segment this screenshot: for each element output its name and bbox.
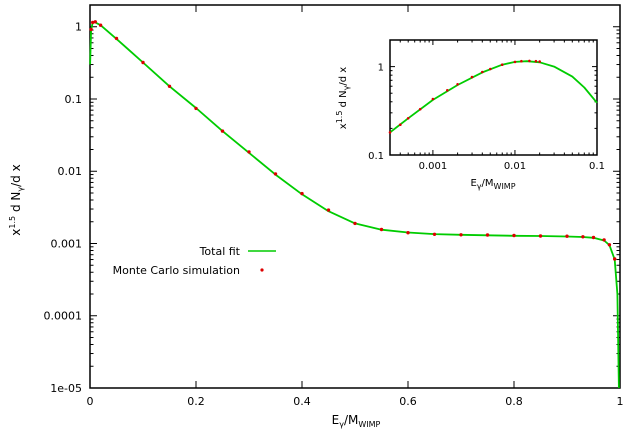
main-x-tick-label: 0.2 bbox=[187, 395, 205, 408]
main-mc-point bbox=[300, 191, 304, 196]
inset-plot-frame bbox=[389, 39, 598, 156]
inset-mc-point bbox=[534, 59, 538, 63]
main-mc-point bbox=[89, 27, 93, 32]
inset-mc-point bbox=[388, 131, 392, 134]
inset-mc-point bbox=[456, 83, 459, 86]
inset-mc-point bbox=[399, 123, 402, 126]
inset-x-tick-label: 0.1 bbox=[589, 161, 605, 172]
main-mc-point bbox=[613, 257, 617, 261]
inset-y-tick-label: 1 bbox=[378, 63, 384, 74]
inset-y-tick-label: 0.1 bbox=[368, 151, 384, 162]
inset-mc-point bbox=[528, 59, 531, 63]
main-fit-series bbox=[89, 21, 620, 389]
main-mc-point bbox=[406, 231, 410, 235]
main-ticks: 0 0.2 0.4 0.6 0.8 1 1e-05 0.0001 0.001 0.01 0.1 1 bbox=[44, 5, 623, 408]
inset-x-tick-label: 0.01 bbox=[504, 161, 526, 172]
inset-monte-carlo-series bbox=[388, 59, 541, 134]
legend-label-monte-carlo: Monte Carlo simulation bbox=[113, 264, 240, 277]
main-y-tick-label: 0.01 bbox=[58, 165, 83, 178]
main-mc-point bbox=[326, 208, 331, 212]
main-mc-point bbox=[602, 238, 606, 242]
main-mc-point bbox=[379, 227, 384, 232]
inset-x-axis-title: Eγ/MWIMP bbox=[470, 178, 515, 191]
main-mc-point bbox=[432, 232, 437, 236]
main-x-tick-label: 1 bbox=[617, 395, 623, 408]
inset-mc-point bbox=[418, 107, 422, 111]
inset-mc-point bbox=[520, 59, 523, 63]
inset-mc-point bbox=[470, 75, 474, 79]
legend-label-total-fit: Total fit bbox=[199, 245, 241, 258]
main-mc-point bbox=[98, 23, 103, 27]
main-mc-point bbox=[538, 234, 543, 238]
inset-plot: 0.001 0.01 0.10.11 Eγ/MWIMP x1.5 d Nγ/d x bbox=[335, 37, 605, 191]
inset-background bbox=[387, 37, 600, 158]
inset-mc-point bbox=[431, 97, 435, 101]
main-y-tick-label: 0.1 bbox=[65, 93, 83, 106]
inset-mc-point bbox=[489, 67, 492, 71]
main-mc-point bbox=[273, 172, 278, 176]
legend: Total fit Monte Carlo simulation bbox=[113, 245, 276, 277]
main-mc-point bbox=[459, 233, 463, 237]
inset-mc-point bbox=[446, 89, 449, 92]
inset-mc-point bbox=[500, 63, 504, 66]
main-y-tick-label: 0.0001 bbox=[44, 310, 83, 323]
main-mc-point bbox=[220, 129, 225, 133]
main-y-tick-label: 1e-05 bbox=[50, 382, 82, 395]
main-x-tick-label: 0 bbox=[87, 395, 94, 408]
main-mc-point bbox=[91, 20, 95, 25]
main-mc-point bbox=[485, 233, 490, 237]
main-x-tick-label: 0.4 bbox=[293, 395, 311, 408]
main-mc-point bbox=[247, 150, 251, 154]
inset-mc-point bbox=[481, 70, 484, 74]
main-mc-point bbox=[114, 36, 119, 41]
inset-mc-point bbox=[538, 60, 541, 63]
main-mc-point bbox=[141, 60, 145, 65]
main-plot-frame bbox=[89, 4, 621, 389]
main-mc-point bbox=[591, 235, 596, 240]
main-mc-point bbox=[607, 243, 612, 247]
main-mc-point bbox=[512, 233, 516, 238]
main-mc-point bbox=[581, 235, 585, 239]
main-fit-line bbox=[89, 21, 620, 389]
inset-mc-point bbox=[406, 117, 410, 120]
main-plot: 0 0.2 0.4 0.6 0.8 1 1e-05 0.0001 0.001 0.01 0.1 1 E… bbox=[8, 4, 623, 429]
main-x-tick-label: 0.8 bbox=[505, 395, 523, 408]
main-x-tick-label: 0.6 bbox=[399, 395, 417, 408]
inset-mc-point bbox=[513, 60, 517, 64]
main-y-tick-label: 0.001 bbox=[51, 237, 83, 250]
legend-swatch-monte-carlo bbox=[260, 268, 264, 272]
main-mc-point bbox=[194, 106, 198, 111]
main-mc-point bbox=[565, 234, 569, 238]
inset-x-tick-label: 0.001 bbox=[419, 161, 448, 172]
main-monte-carlo-series bbox=[89, 20, 617, 261]
main-y-tick-label: 1 bbox=[75, 21, 82, 34]
main-mc-point bbox=[167, 84, 172, 89]
main-mc-point bbox=[93, 20, 98, 24]
main-mc-point bbox=[353, 221, 357, 226]
